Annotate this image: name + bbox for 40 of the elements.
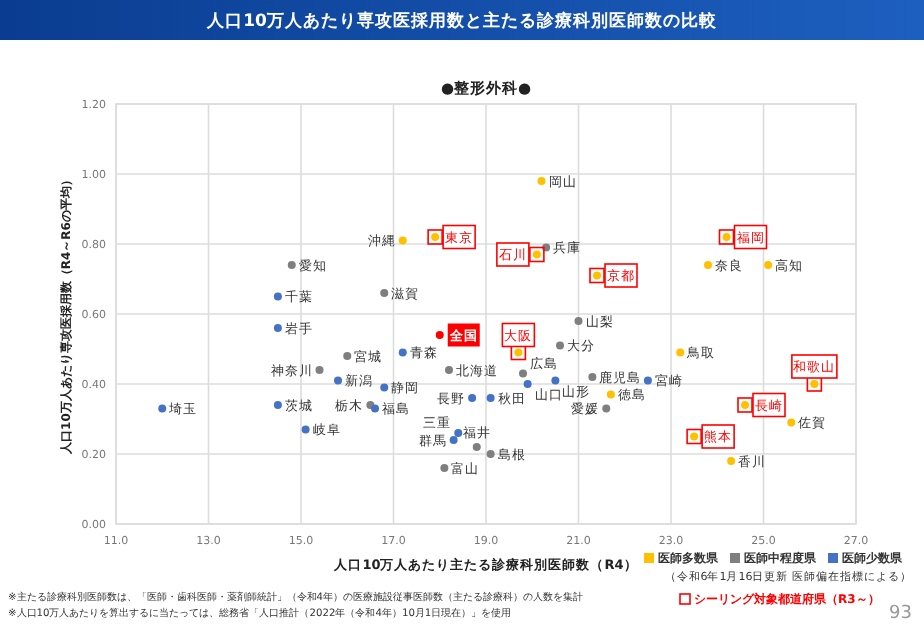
point [273, 401, 282, 409]
point [398, 236, 407, 245]
point [468, 394, 477, 402]
point [334, 376, 342, 385]
point [523, 380, 532, 388]
point [454, 429, 463, 437]
point [440, 464, 449, 472]
point [764, 261, 773, 269]
point [551, 376, 560, 385]
point [727, 457, 736, 465]
point [371, 404, 379, 413]
point [787, 418, 796, 427]
point [472, 443, 481, 451]
point [449, 436, 458, 444]
point [315, 366, 324, 374]
point [380, 383, 389, 392]
point [273, 292, 282, 301]
point [606, 390, 615, 399]
point [343, 352, 352, 360]
point [556, 341, 564, 350]
point [486, 394, 495, 402]
point [380, 289, 389, 297]
text: 93 [889, 604, 912, 625]
point [445, 366, 453, 374]
point [588, 373, 597, 381]
point [519, 369, 527, 378]
point [574, 317, 583, 325]
point [301, 425, 310, 434]
point [273, 324, 282, 332]
chart-title: 人口10万人あたり専攻医採用数と主たる診療科別医師数の比較 [205, 9, 719, 32]
point [537, 177, 546, 185]
point [704, 261, 712, 269]
point [398, 348, 407, 357]
point [158, 404, 167, 413]
point [435, 331, 444, 339]
point [643, 376, 652, 385]
point [602, 404, 611, 413]
point [287, 261, 296, 269]
point [676, 348, 685, 357]
point [486, 450, 495, 458]
